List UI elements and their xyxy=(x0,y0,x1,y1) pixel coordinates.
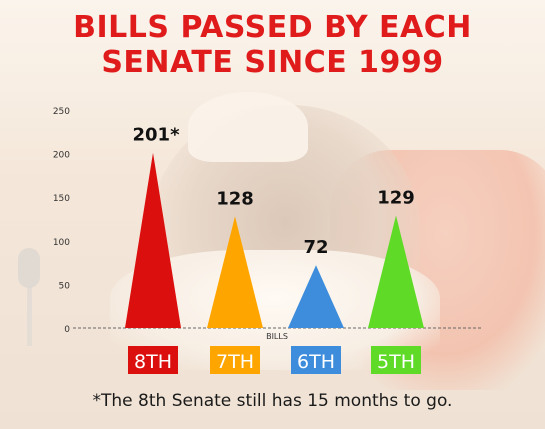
y-tick-label: 50 xyxy=(59,281,71,291)
category-label-box xyxy=(371,346,421,374)
bar xyxy=(125,152,181,328)
data-label: 72 xyxy=(303,237,328,258)
data-label: 129 xyxy=(377,188,415,209)
y-tick-label: 150 xyxy=(53,194,70,204)
category-label: 5TH xyxy=(377,351,415,373)
category-label-box xyxy=(210,346,260,374)
data-label: 128 xyxy=(216,188,254,209)
y-tick-label: 0 xyxy=(64,325,70,335)
category-label: 6TH xyxy=(297,351,335,373)
category-label-box xyxy=(291,346,341,374)
y-tick-label: 200 xyxy=(53,151,70,161)
chart-title-line-2: SENATE SINCE 1999 xyxy=(101,45,444,80)
category-label-box xyxy=(128,346,178,374)
category-label: 8TH xyxy=(134,351,172,373)
bar xyxy=(207,216,263,328)
chart-title: BILLS PASSED BY EACH SENATE SINCE 1999 xyxy=(0,10,545,80)
category-label: 7TH xyxy=(216,351,254,373)
y-tick-label: 100 xyxy=(53,238,70,248)
data-label: 201* xyxy=(133,125,181,146)
y-tick-label: 250 xyxy=(53,107,70,117)
footnote: *The 8th Senate still has 15 months to g… xyxy=(92,391,453,411)
x-axis-label: BILLS xyxy=(266,332,288,341)
bar xyxy=(368,215,424,328)
chart-title-line-1: BILLS PASSED BY EACH xyxy=(73,10,472,45)
bar xyxy=(288,265,344,328)
